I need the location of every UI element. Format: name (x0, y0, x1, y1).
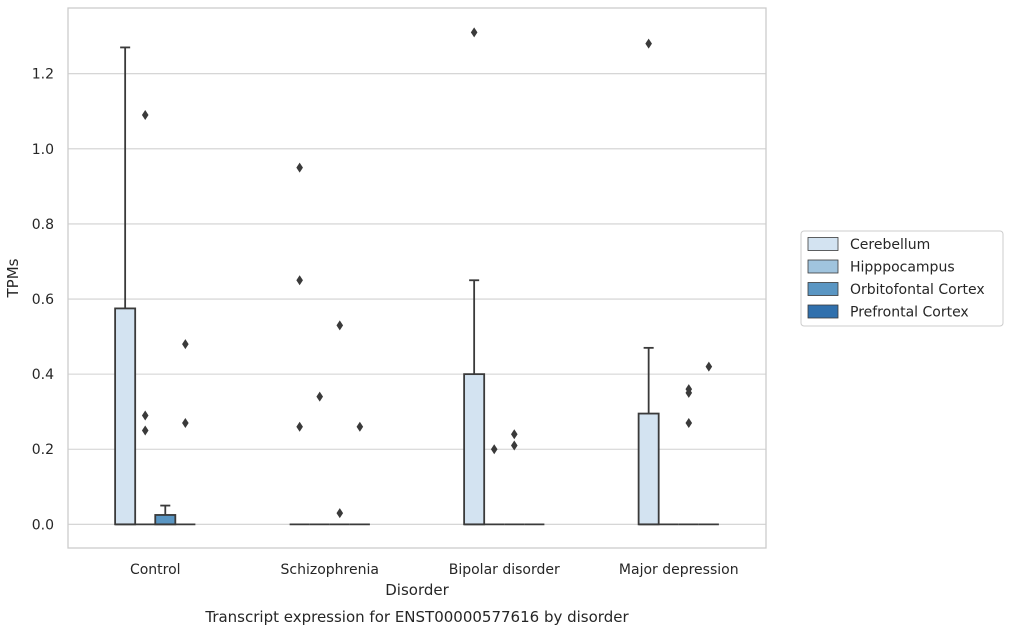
box-marks (114, 27, 719, 526)
outlier-point (685, 387, 693, 398)
box-rect (463, 373, 486, 526)
legend: Cerebellum Hipppocampus Orbitofontal Corte… (800, 230, 1004, 327)
outlier-point (510, 429, 518, 440)
outlier-point (296, 275, 303, 286)
box-0-1 (135, 110, 156, 526)
outlier-point (685, 417, 693, 428)
outlier-point (490, 444, 498, 455)
outlier-point (510, 440, 518, 451)
grid-lines (68, 73, 766, 525)
legend-swatch (807, 259, 839, 274)
box-3-2 (678, 384, 699, 526)
box-1-3 (349, 421, 370, 526)
x-axis-label: Disorder (385, 581, 449, 599)
outlier-point (182, 417, 189, 428)
outlier-point (296, 162, 303, 173)
box-0-3 (175, 339, 196, 526)
legend-swatch (807, 282, 839, 296)
legend-label: Prefrontal Cortex (850, 305, 969, 321)
y-tick-label: 0.0 (32, 517, 54, 533)
outlier-point (356, 421, 364, 432)
box-1-2 (329, 320, 350, 526)
x-tick-label: Control (130, 562, 181, 578)
box-2-2 (504, 429, 525, 526)
outlier-point (705, 361, 713, 372)
y-tick-label: 1.0 (32, 142, 54, 158)
box-3-0 (637, 38, 660, 526)
box-2-1 (484, 444, 505, 526)
x-tick-label: Major depression (619, 562, 739, 578)
y-tick-label: 0.2 (32, 442, 54, 458)
x-tick-label: Schizophrenia (281, 562, 379, 578)
chart-title: Transcript expression for ENST0000057761… (204, 608, 629, 626)
box-rect (154, 514, 177, 526)
y-tick-label: 0.4 (32, 367, 54, 383)
x-tick-labels: Control Schizophrenia Bipolar disorder Majo… (130, 562, 739, 578)
outlier-point (316, 391, 324, 402)
legend-label: Cerebellum (850, 237, 930, 253)
legend-frame (800, 230, 1004, 327)
legend-swatch (807, 304, 839, 319)
outlier-point (141, 425, 149, 436)
outlier-point (141, 410, 149, 421)
legend-label: Orbitofontal Cortex (850, 282, 985, 298)
box-rect (637, 412, 660, 526)
box-2-0 (463, 27, 486, 526)
outlier-point (336, 508, 344, 519)
box-0-0 (114, 46, 137, 526)
y-tick-label: 0.6 (32, 292, 54, 308)
outlier-point (296, 421, 303, 432)
legend-label: Hipppocampus (850, 260, 955, 276)
x-tick-label: Bipolar disorder (449, 562, 560, 578)
y-tick-label: 1.2 (32, 67, 54, 83)
box-rect (114, 307, 137, 526)
legend-swatch (807, 237, 839, 251)
box-3-3 (698, 361, 719, 526)
y-axis-label: TPMs (4, 258, 22, 298)
outlier-point (470, 27, 478, 38)
y-tick-label: 0.8 (32, 217, 54, 233)
y-tick-labels: 0.0 0.2 0.4 0.6 0.8 1.0 1.2 (32, 67, 54, 534)
box-1-1 (309, 391, 330, 526)
box-0-2 (154, 504, 177, 526)
outlier-point (182, 339, 189, 350)
plot-area-frame (67, 7, 767, 549)
outlier-point (336, 320, 344, 331)
outlier-point (645, 38, 652, 49)
outlier-point (141, 110, 149, 121)
box-1-0 (289, 162, 310, 526)
